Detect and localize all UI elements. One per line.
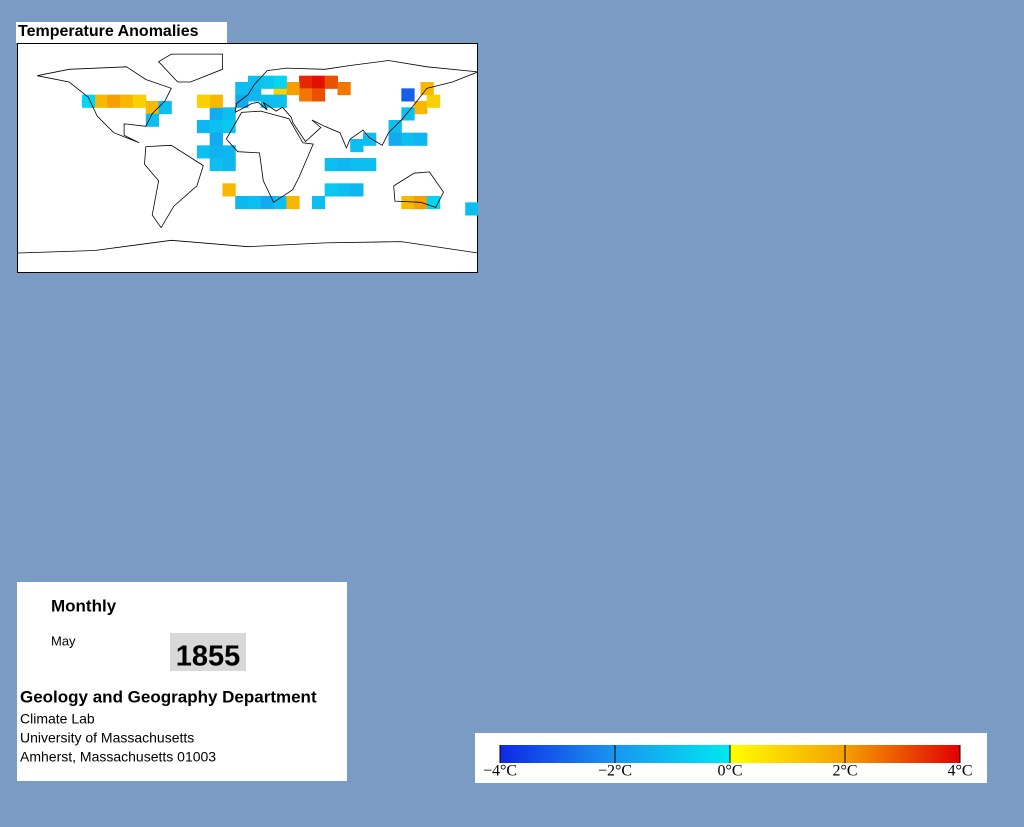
coastline: [18, 239, 478, 254]
anomaly-cell: [133, 94, 147, 108]
anomaly-cell: [311, 75, 326, 89]
anomaly-cell: [311, 88, 326, 102]
anomaly-cell: [222, 107, 236, 121]
colorbar-label: 2°C: [832, 763, 857, 780]
info-line: Climate Lab: [20, 711, 95, 727]
anomaly-layer: [81, 75, 478, 216]
anomaly-cell: [273, 75, 287, 89]
anomaly-cell: [260, 75, 275, 89]
anomaly-cell: [401, 88, 415, 102]
period: Monthly: [51, 596, 117, 615]
map-frame: [17, 43, 478, 273]
anomaly-cell: [324, 158, 338, 172]
anomaly-cell: [299, 75, 313, 89]
colorbar-label: −2°C: [598, 763, 632, 780]
anomaly-cell: [273, 94, 287, 108]
anomaly-cell: [350, 183, 364, 197]
anomaly-cell: [401, 196, 415, 210]
coastline: [157, 53, 223, 83]
anomaly-cell: [286, 196, 300, 210]
anomaly-cell: [414, 101, 428, 115]
anomaly-cell: [337, 82, 351, 96]
anomaly-cell: [324, 183, 338, 197]
anomaly-cell: [209, 158, 223, 172]
anomaly-cell: [311, 196, 326, 210]
anomaly-cell: [145, 101, 160, 115]
year-box: [170, 633, 246, 671]
info-panel: [17, 582, 347, 781]
anomaly-cell: [248, 196, 262, 210]
coastline: [144, 144, 204, 229]
coastline: [234, 60, 478, 149]
anomaly-cell: [235, 94, 249, 108]
anomaly-cell: [286, 82, 300, 96]
colorbar-ticks: −4°C −2°C 0°C 2°C 4°C: [483, 745, 973, 780]
anomaly-cell: [196, 145, 211, 159]
anomaly-cell: [401, 132, 415, 146]
anomaly-cell: [388, 132, 402, 146]
anomaly-cell: [260, 196, 275, 210]
anomaly-cell: [235, 196, 249, 210]
anomaly-cell: [120, 94, 134, 108]
coastline: [393, 171, 444, 208]
anomaly-cell: [350, 158, 364, 172]
anomaly-cell: [209, 132, 223, 146]
anomaly-cell: [222, 183, 236, 197]
coastlines: [18, 53, 478, 254]
anomaly-cell: [81, 94, 96, 108]
anomaly-cell: [209, 107, 223, 121]
colorbar-label: 0°C: [717, 763, 742, 780]
anomaly-cell: [337, 183, 351, 197]
anomaly-cell: [222, 145, 236, 159]
info-line: University of Massachusetts: [20, 730, 194, 746]
coastline: [225, 110, 314, 203]
anomaly-cell: [158, 101, 172, 115]
title-box: [16, 22, 227, 43]
month: May: [51, 633, 76, 648]
anomaly-cell: [196, 94, 211, 108]
map-title: Temperature Anomalies: [18, 23, 199, 40]
year: 1855: [176, 641, 241, 673]
anomaly-cell: [414, 132, 428, 146]
coastline: [37, 66, 172, 144]
anomaly-cell: [209, 145, 223, 159]
anomaly-cell: [337, 158, 351, 172]
anomaly-cell: [363, 158, 377, 172]
anomaly-cell: [235, 82, 249, 96]
info-line: Amherst, Massachusetts 01003: [20, 749, 216, 765]
anomaly-cell: [273, 196, 287, 210]
colorbar-label: 4°C: [947, 763, 972, 780]
anomaly-cell: [248, 88, 262, 102]
anomaly-cell: [222, 120, 236, 134]
anomaly-cell: [196, 120, 211, 134]
anomaly-cell: [426, 94, 441, 108]
anomaly-cell: [209, 120, 223, 134]
anomaly-cell: [350, 139, 364, 153]
anomaly-cell: [222, 158, 236, 172]
colorbar-label: −4°C: [483, 763, 517, 780]
anomaly-cell: [299, 88, 313, 102]
anomaly-cell: [401, 107, 415, 121]
anomaly-cell: [209, 94, 223, 108]
anomaly-cell: [145, 113, 160, 127]
anomaly-cell: [107, 94, 121, 108]
anomaly-cell: [363, 132, 377, 146]
anomaly-cell: [248, 75, 262, 89]
department: Geology and Geography Department: [20, 687, 317, 706]
anomaly-cell: [324, 75, 338, 89]
anomaly-cell: [465, 202, 478, 216]
anomaly-cell: [94, 94, 108, 108]
